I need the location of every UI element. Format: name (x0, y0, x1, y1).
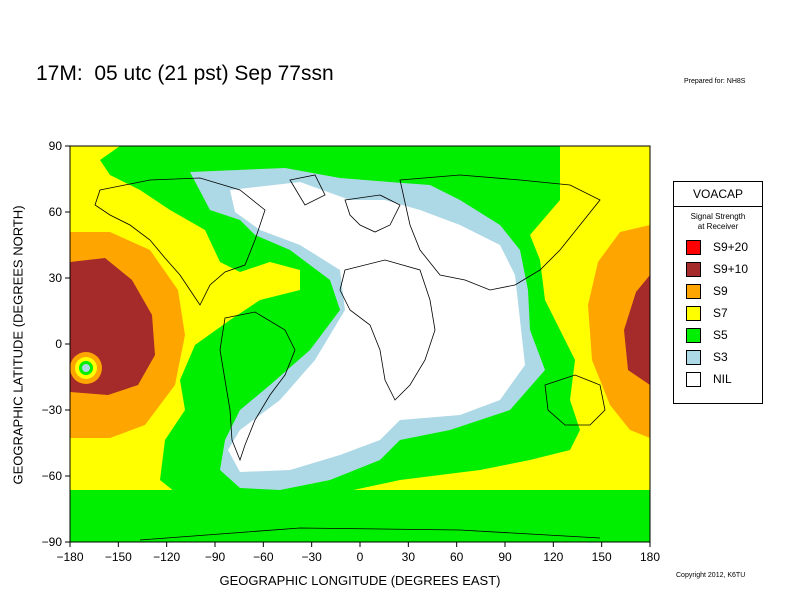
legend-swatch (686, 371, 701, 387)
x-tick-label: −60 (253, 550, 274, 564)
y-tick-label: 60 (49, 205, 63, 219)
legend-subtitle: Signal Strength at Receiver (674, 212, 762, 232)
x-tick-label: 180 (640, 550, 660, 564)
legend-swatch (686, 349, 701, 365)
legend-swatch (686, 261, 701, 277)
x-axis-ticks: −180 −150 −120 −90 −60 −30 0 30 60 90 120 150 180 (56, 542, 660, 564)
y-tick-label: −90 (42, 535, 63, 549)
legend-items: S9+20 S9+10 S9 S7 S5 S3 NIL (674, 236, 762, 390)
legend-label: S9+10 (713, 262, 749, 276)
x-tick-label: −180 (56, 550, 83, 564)
x-tick-label: 120 (543, 550, 563, 564)
legend-label: S7 (713, 306, 728, 320)
legend-label: S9+20 (713, 240, 749, 254)
s9-plus-10-zone-east (624, 275, 650, 385)
legend-swatch (686, 305, 701, 321)
legend-item: S9+20 (674, 236, 762, 258)
nil-zone (228, 182, 525, 472)
legend-item: NIL (674, 368, 762, 390)
x-tick-label: −30 (301, 550, 322, 564)
copyright-label: Copyright 2012, K6TU (676, 572, 746, 579)
y-axis-label: GEOGRAPHIC LATITUDE (DEGREES NORTH) (10, 205, 26, 485)
x-tick-label: 150 (592, 550, 612, 564)
y-tick-label: 90 (49, 139, 63, 153)
coastlines (94, 174, 606, 541)
legend-subtitle-line2: at Receiver (697, 222, 739, 231)
legend-label: S9 (713, 284, 728, 298)
legend: VOACAP Signal Strength at Receiver S9+20… (673, 181, 763, 404)
y-axis-ticks: 90 60 30 0 −30 −60 −90 (42, 139, 70, 549)
legend-item: S5 (674, 324, 762, 346)
x-tick-label: −120 (153, 550, 180, 564)
legend-label: S3 (713, 350, 728, 364)
y-tick-label: 30 (49, 271, 63, 285)
legend-item: S7 (674, 302, 762, 324)
prepared-for-label: Prepared for: NH8S (684, 78, 746, 85)
legend-item: S3 (674, 346, 762, 368)
s9-zone-east (588, 225, 650, 438)
coverage-regions (70, 146, 650, 542)
legend-swatch (686, 283, 701, 299)
x-tick-label: 0 (357, 550, 364, 564)
legend-label: NIL (713, 372, 732, 386)
legend-swatch (686, 239, 701, 255)
s3-ring (82, 364, 90, 372)
legend-label: S5 (713, 328, 728, 342)
x-tick-label: 90 (498, 550, 512, 564)
y-tick-label: 0 (55, 337, 62, 351)
chart-title: 17M: 05 utc (21 pst) Sep 77ssn (36, 62, 334, 85)
y-tick-label: −60 (42, 469, 63, 483)
legend-item: S9+10 (674, 258, 762, 280)
x-tick-label: 60 (450, 550, 464, 564)
legend-title: VOACAP (674, 182, 762, 207)
legend-subtitle-line1: Signal Strength (690, 212, 746, 221)
x-axis-label: GEOGRAPHIC LONGITUDE (DEGREES EAST) (219, 573, 501, 588)
legend-item: S9 (674, 280, 762, 302)
x-tick-label: −90 (205, 550, 226, 564)
x-tick-label: −150 (105, 550, 132, 564)
s5-southern-band (70, 490, 650, 542)
y-tick-label: −30 (42, 403, 63, 417)
x-tick-label: 30 (402, 550, 416, 564)
legend-swatch (686, 327, 701, 343)
